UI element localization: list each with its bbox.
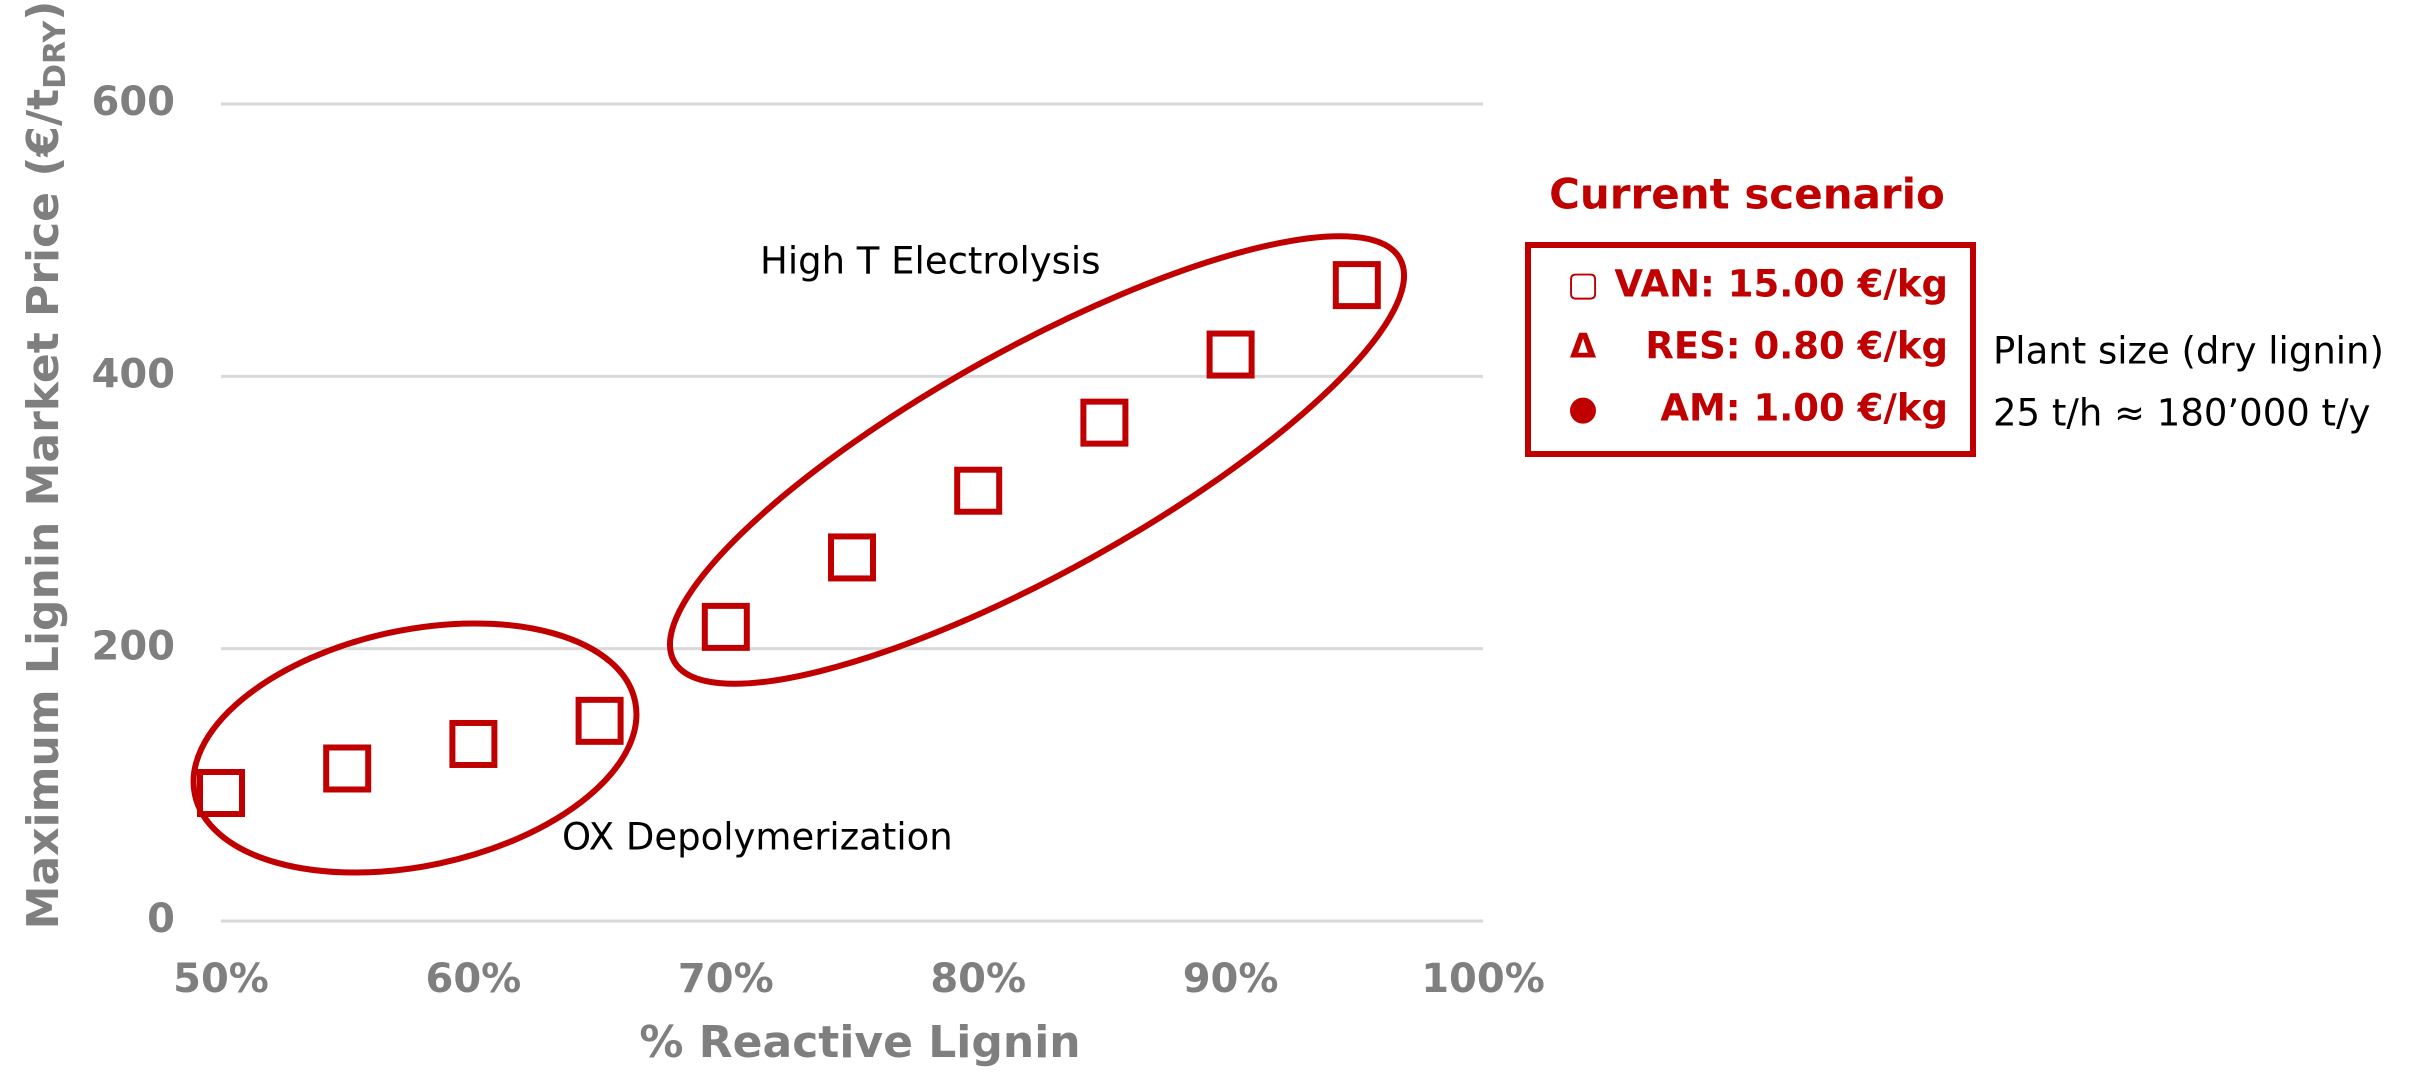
marker xyxy=(828,533,876,582)
scenario-item: VAN: 15.00 €/kg xyxy=(1614,263,1948,306)
marker xyxy=(954,466,1003,515)
scenario-symbol: ▢ xyxy=(1567,265,1599,305)
annotation: High T Electrolysis xyxy=(760,240,1100,283)
scenario-item: RES: 0.80 €/kg xyxy=(1645,325,1948,368)
scenario-title: Current scenario xyxy=(1549,170,1945,219)
scenario-item: AM: 1.00 €/kg xyxy=(1660,387,1948,430)
y-label-main: Maximum Lignin Market Price (€/t xyxy=(18,89,69,930)
x-axis-label: % Reactive Lignin xyxy=(639,1017,1080,1068)
y-tick-label: 200 xyxy=(92,624,176,670)
y-tick-label: 400 xyxy=(92,351,176,397)
cluster-ellipse xyxy=(190,620,640,876)
scenario-symbol: Δ xyxy=(1570,327,1597,367)
marker xyxy=(1080,398,1129,447)
y-tick-label: 0 xyxy=(147,896,175,942)
note: 25 t/h ≈ 180’000 t/y xyxy=(1993,392,2370,435)
marker xyxy=(701,602,750,651)
cluster-ellipse xyxy=(666,233,1408,687)
scenario-box xyxy=(1525,242,1976,457)
annotation: OX Depolymerization xyxy=(562,816,953,859)
x-tick-label: 70% xyxy=(678,956,774,1002)
marker xyxy=(323,744,372,793)
y-label-sub: DRY xyxy=(38,19,73,88)
y-label-end: ) xyxy=(18,1,69,21)
note: Plant size (dry lignin) xyxy=(1993,330,2384,373)
x-tick-label: 50% xyxy=(173,956,269,1002)
marker xyxy=(575,696,624,745)
x-tick-label: 100% xyxy=(1421,956,1545,1002)
x-tick-label: 90% xyxy=(1183,956,1279,1002)
x-tick-label: 80% xyxy=(930,956,1026,1002)
marker xyxy=(197,769,245,818)
marker xyxy=(1332,261,1381,310)
y-tick-label: 600 xyxy=(92,79,176,125)
x-tick-label: 60% xyxy=(426,956,522,1002)
scenario-symbol: ● xyxy=(1568,389,1598,429)
marker xyxy=(1206,330,1255,379)
marker xyxy=(449,719,498,768)
y-axis-label: Maximum Lignin Market Price (€/tDRY) xyxy=(18,1,73,930)
